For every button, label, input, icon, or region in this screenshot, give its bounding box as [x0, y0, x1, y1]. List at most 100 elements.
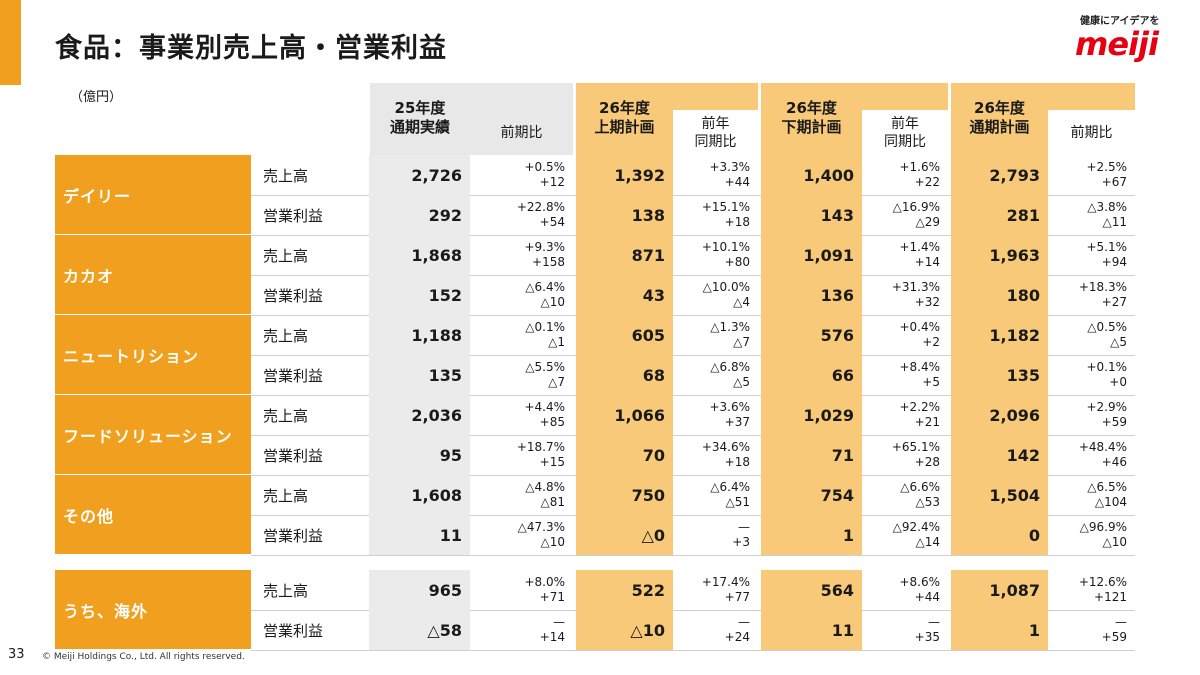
header-fy25: 25年度 通期実績: [389, 98, 450, 136]
change-cell: — +59: [1048, 610, 1135, 650]
change-percent: +8.4%: [899, 360, 940, 374]
accent-bar: [0, 0, 21, 85]
value-cell: 152: [369, 275, 470, 315]
change-amount: △1: [548, 335, 565, 349]
value-cell: 135: [369, 355, 470, 395]
value-cell: 564: [761, 570, 862, 610]
change-percent: +2.9%: [1086, 400, 1127, 414]
change-amount: +14: [914, 255, 940, 269]
change-amount: +37: [724, 415, 750, 429]
change-amount: △4: [733, 295, 750, 309]
metric-label: 営業利益: [263, 446, 324, 465]
table-row: 営業利益 △58— +14 △10— +24 11— +35 1— +59: [251, 610, 1135, 651]
metric-label: 売上高: [263, 581, 309, 600]
change-cell: △10.0% △4: [673, 275, 758, 315]
value-cell: 11: [761, 610, 862, 650]
change-percent: +34.6%: [701, 440, 750, 454]
change-amount: +158: [532, 255, 565, 269]
value-cell: △10: [576, 610, 673, 650]
change-amount: +59: [1101, 630, 1127, 644]
change-amount: +18: [724, 215, 750, 229]
change-cell: +2.2% +21: [862, 395, 948, 435]
change-amount: △53: [915, 495, 941, 509]
change-amount: +12: [539, 175, 565, 189]
change-amount: +28: [914, 455, 940, 469]
value-cell: 11: [369, 515, 470, 555]
change-cell: +4.4% +85: [470, 395, 573, 435]
change-cell: △92.4% △14: [862, 515, 948, 555]
change-percent: +18.7%: [516, 440, 565, 454]
change-cell: — +3: [673, 515, 758, 555]
value-cell: 143: [761, 195, 862, 235]
value-cell: 43: [576, 275, 673, 315]
brand-tagline: 健康にアイデアを: [1080, 16, 1160, 27]
value-cell: △58: [369, 610, 470, 650]
value-cell: 1,504: [951, 475, 1048, 515]
change-percent: —: [738, 520, 750, 534]
meiji-logo: meiji: [1075, 25, 1159, 63]
value-cell: 1,188: [369, 315, 470, 355]
value-cell: 68: [576, 355, 673, 395]
change-cell: +12.6% +121: [1048, 570, 1135, 610]
change-percent: +22.8%: [516, 200, 565, 214]
change-cell: +3.3% +44: [673, 155, 758, 195]
change-amount: △81: [540, 495, 566, 509]
value-cell: 576: [761, 315, 862, 355]
segment-label: ニュートリション: [55, 315, 251, 394]
change-cell: +48.4% +46: [1048, 435, 1135, 475]
change-percent: —: [553, 615, 565, 629]
value-cell: 1,066: [576, 395, 673, 435]
change-cell: △5.5% △7: [470, 355, 573, 395]
value-cell: 180: [951, 275, 1048, 315]
table-row: 営業利益 135 △5.5% △7 68 △6.8% △5 66 +8.4% +5 135 +0.1%…: [251, 355, 1135, 396]
change-percent: △5.5%: [525, 360, 565, 374]
change-percent: +65.1%: [891, 440, 940, 454]
value-cell: 95: [369, 435, 470, 475]
change-cell: △3.8% △11: [1048, 195, 1135, 235]
change-amount: +71: [539, 590, 565, 604]
metric-label: 売上高: [263, 166, 309, 185]
change-amount: △104: [1094, 495, 1127, 509]
table-row: 売上高 2,036 +4.4% +85 1,066 +3.6% +37 1,029 +2.2% +…: [251, 395, 1135, 436]
change-percent: +1.6%: [899, 160, 940, 174]
change-amount: △51: [725, 495, 751, 509]
change-percent: +2.5%: [1086, 160, 1127, 174]
header-h2: 26年度 下期計画: [781, 98, 842, 136]
value-cell: 136: [761, 275, 862, 315]
value-cell: 1,608: [369, 475, 470, 515]
change-cell: △96.9% △10: [1048, 515, 1135, 555]
change-cell: △16.9% △29: [862, 195, 948, 235]
header-bg-fy26-col: [951, 110, 1048, 155]
change-cell: +0.5% +12: [470, 155, 573, 195]
value-cell: 754: [761, 475, 862, 515]
header-h2-change: 前年 同期比: [884, 115, 926, 150]
change-percent: △4.8%: [525, 480, 565, 494]
value-cell: 1,400: [761, 155, 862, 195]
value-cell: 1,868: [369, 235, 470, 275]
change-percent: +12.6%: [1078, 575, 1127, 589]
value-cell: 1,091: [761, 235, 862, 275]
change-amount: +22: [914, 175, 940, 189]
change-cell: — +35: [862, 610, 948, 650]
change-cell: △6.8% △5: [673, 355, 758, 395]
change-amount: +15: [539, 455, 565, 469]
change-amount: +59: [1101, 415, 1127, 429]
header-bg-h1: [576, 83, 758, 110]
value-cell: 1: [761, 515, 862, 555]
change-cell: △0.1% △1: [470, 315, 573, 355]
change-cell: +3.6% +37: [673, 395, 758, 435]
value-cell: 292: [369, 195, 470, 235]
change-cell: — +24: [673, 610, 758, 650]
header-fy26-change: 前期比: [1070, 124, 1113, 141]
table-row: 営業利益 95 +18.7% +15 70 +34.6% +18 71 +65.1% +28 142…: [251, 435, 1135, 476]
value-cell: 1,182: [951, 315, 1048, 355]
change-amount: △7: [548, 375, 565, 389]
change-percent: △0.1%: [525, 320, 565, 334]
value-cell: 1,087: [951, 570, 1048, 610]
value-cell: 1: [951, 610, 1048, 650]
change-percent: +1.4%: [899, 240, 940, 254]
change-percent: △3.8%: [1087, 200, 1127, 214]
change-cell: △1.3% △7: [673, 315, 758, 355]
change-percent: △10.0%: [702, 280, 750, 294]
change-cell: +2.5% +67: [1048, 155, 1135, 195]
